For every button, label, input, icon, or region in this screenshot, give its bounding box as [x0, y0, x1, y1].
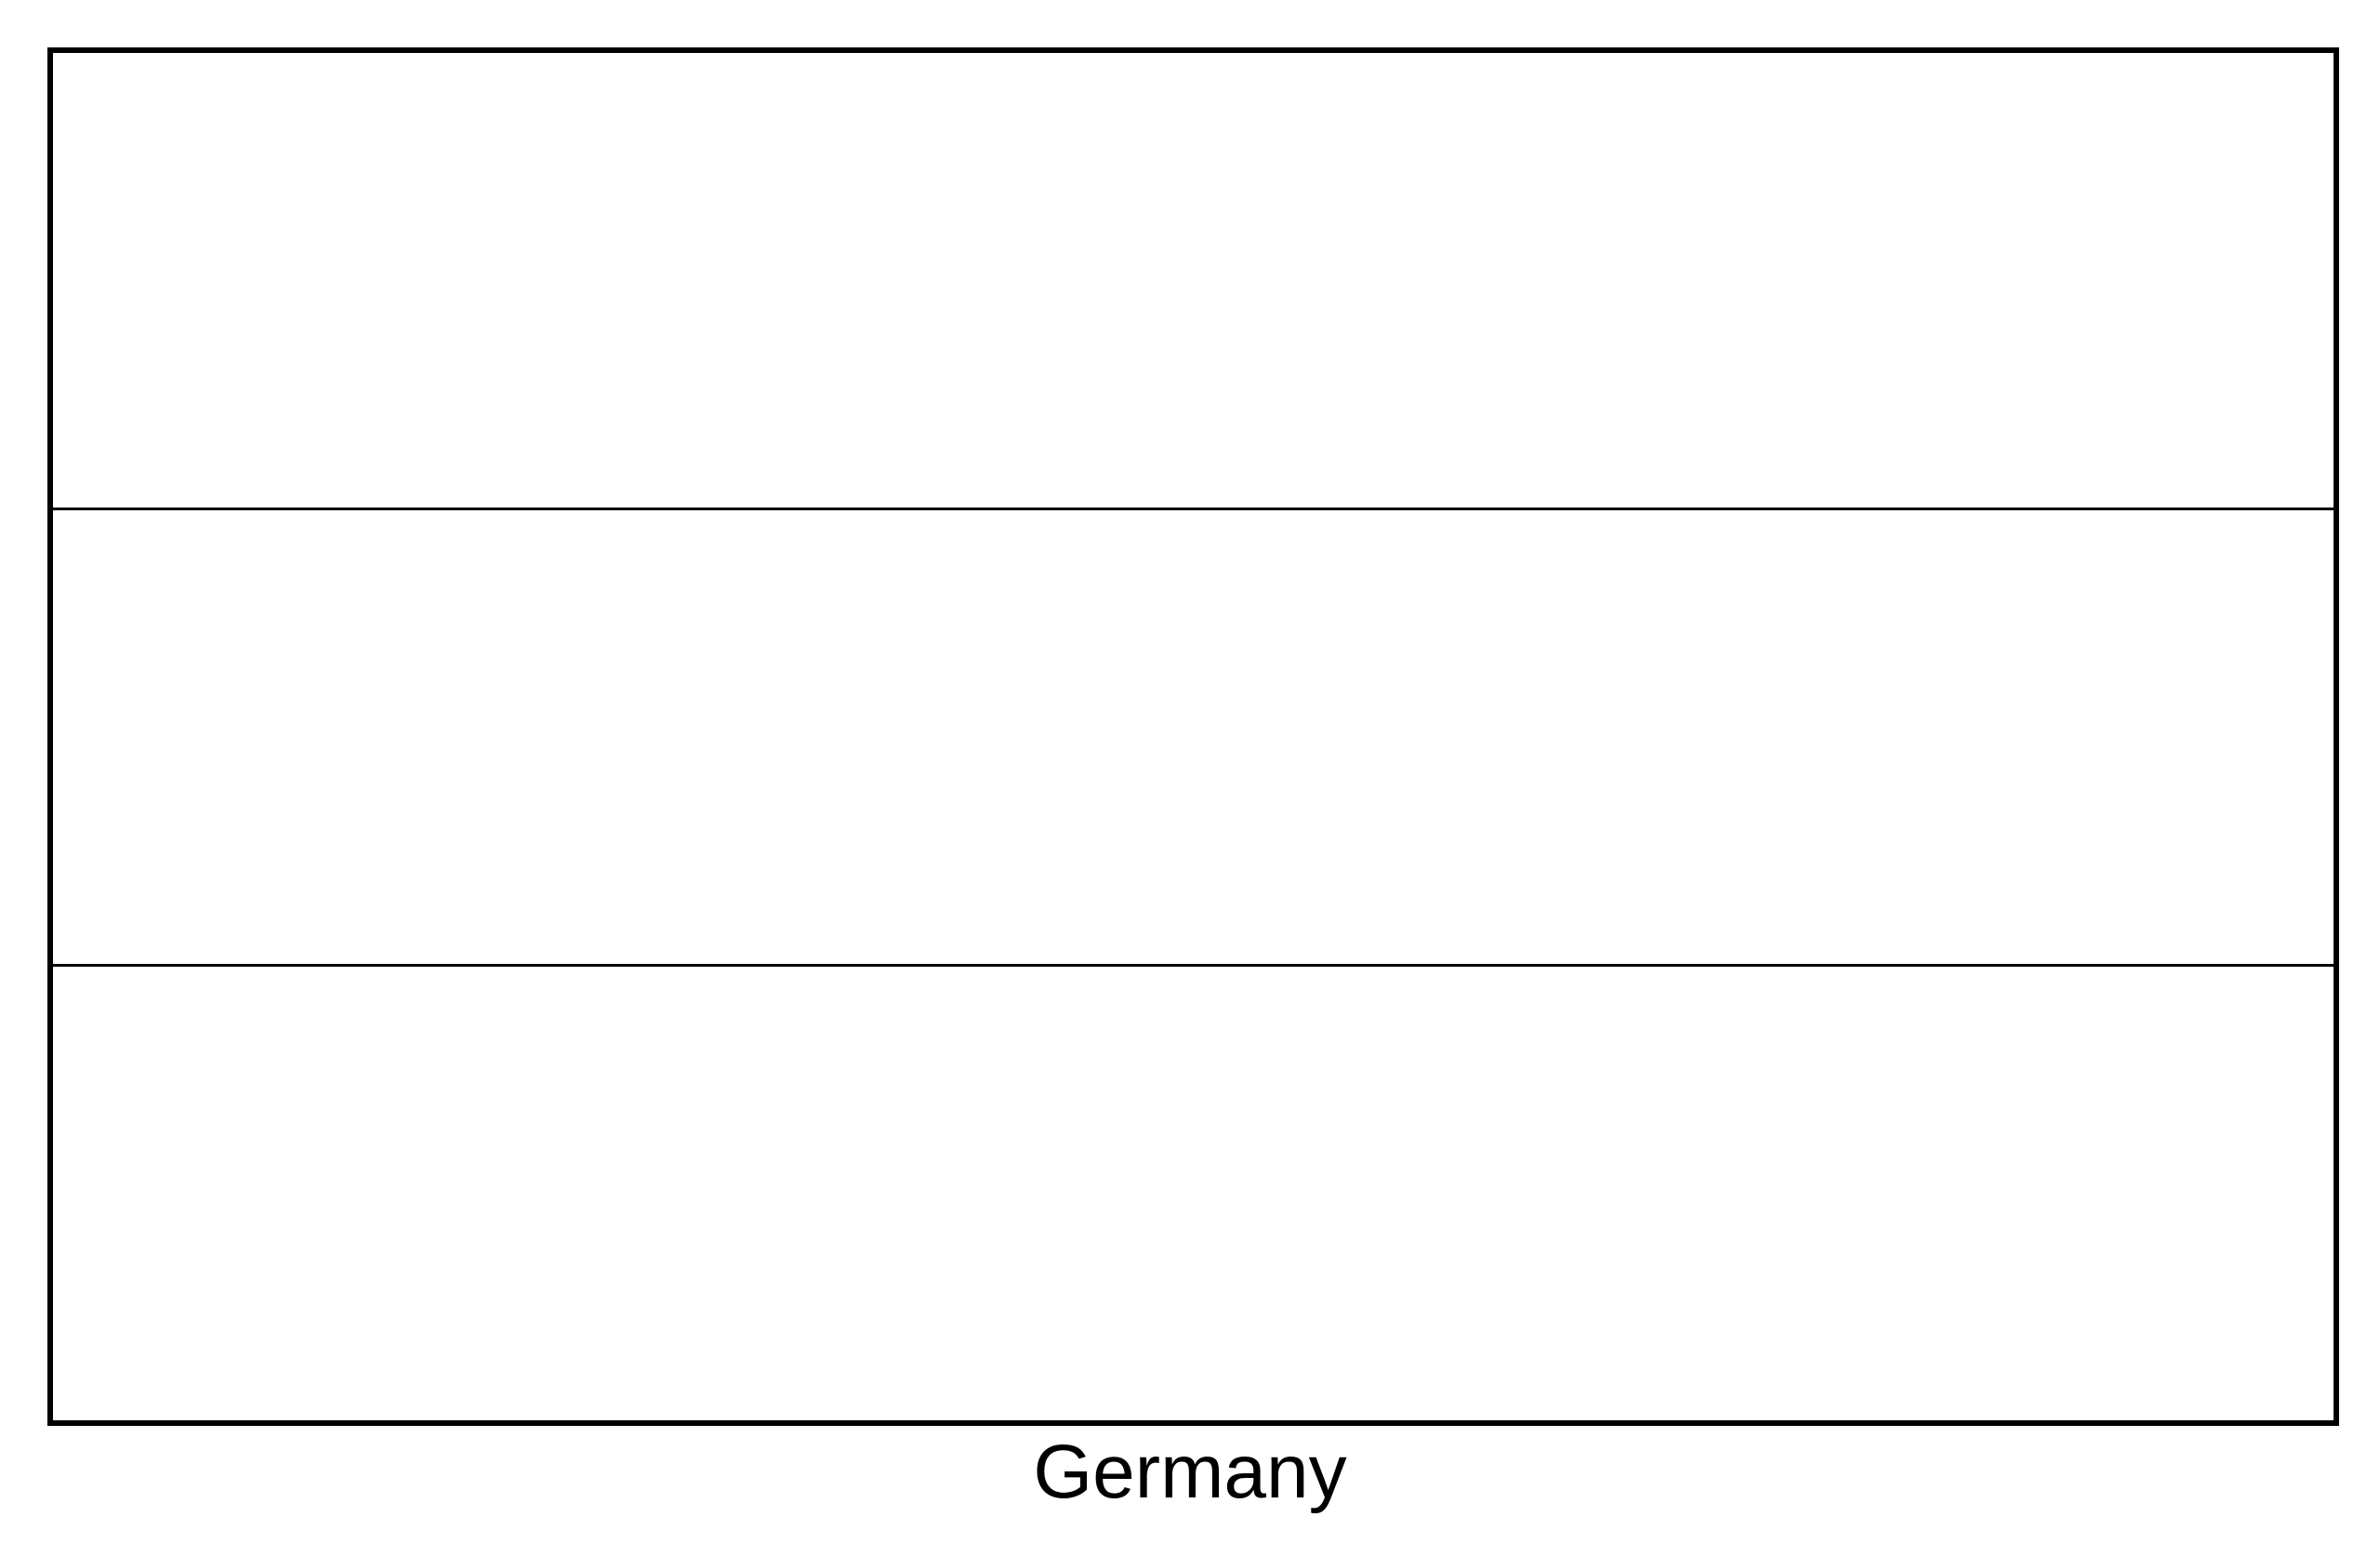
stripe-divider-upper — [53, 508, 2334, 510]
flag-caption: Germany — [1033, 1430, 1347, 1514]
flag-stripe-bottom — [53, 965, 2334, 1420]
flag-stripe-top — [53, 53, 2334, 508]
stripe-divider-lower — [53, 964, 2334, 967]
flag-stripe-middle — [53, 508, 2334, 965]
flag-outline — [47, 47, 2339, 1426]
